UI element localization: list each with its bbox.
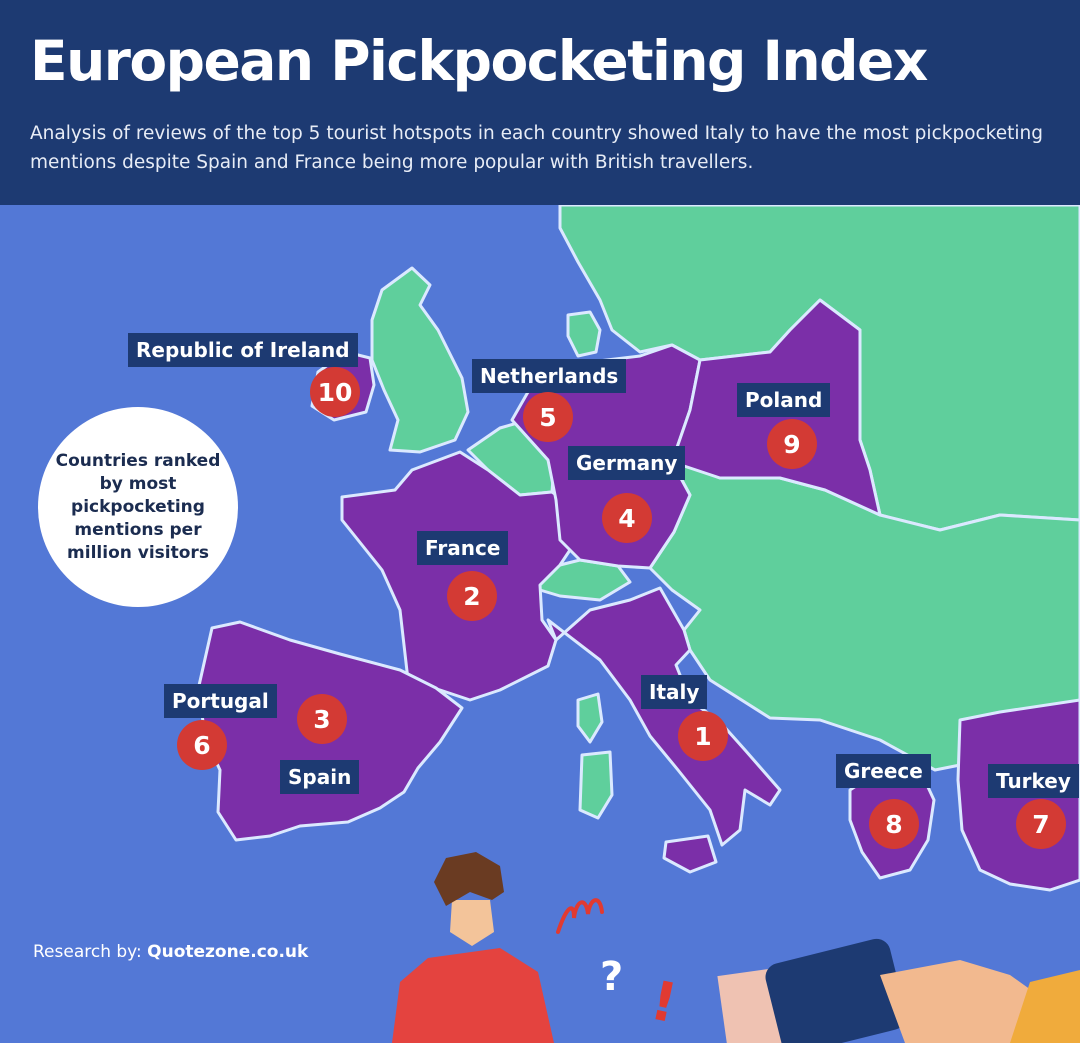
denmark-land (566, 310, 602, 358)
wallet-illustration (765, 938, 907, 1043)
ranking-note-text: Countries ranked by most pickpocketing m… (55, 450, 221, 563)
europe-map: ? ! (0, 205, 1080, 1043)
credit-source: Quotezone.co.uk (147, 942, 309, 962)
label-turkey: Turkey (988, 764, 1079, 798)
rank-badge-turkey: 7 (1016, 799, 1066, 849)
rank-badge-republic-of-ireland: 10 (310, 367, 360, 417)
rank-badge-greece: 8 (869, 799, 919, 849)
page-subtitle: Analysis of reviews of the top 5 tourist… (30, 123, 1043, 173)
label-poland: Poland (737, 383, 831, 417)
label-republic-of-ireland: Republic of Ireland (128, 333, 358, 367)
label-france: France (417, 531, 509, 565)
question-mark-doodle: ? (600, 954, 623, 1000)
label-germany: Germany (568, 446, 686, 480)
label-italy: Italy (641, 675, 708, 709)
illustration: ? ! (392, 852, 1080, 1043)
rank-badge-germany: 4 (602, 493, 652, 543)
ranking-note: Countries ranked by most pickpocketing m… (38, 407, 238, 607)
scribble-doodle (556, 898, 604, 934)
sicily-land (662, 834, 718, 874)
research-credit: Research by: Quotezone.co.uk (33, 942, 309, 962)
rank-badge-italy: 1 (678, 711, 728, 761)
rank-badge-france: 2 (447, 571, 497, 621)
rank-badge-portugal: 6 (177, 720, 227, 770)
person-illustration (392, 948, 554, 1043)
italy-land (546, 586, 782, 847)
label-spain: Spain (280, 760, 360, 794)
uk-land (370, 266, 470, 454)
sardinia-land (578, 750, 614, 820)
label-portugal: Portugal (164, 684, 277, 718)
label-greece: Greece (836, 754, 931, 788)
rank-badge-poland: 9 (767, 419, 817, 469)
rank-badge-netherlands: 5 (523, 392, 573, 442)
page-title: European Pickpocketing Index (30, 29, 928, 93)
rank-badge-spain: 3 (297, 694, 347, 744)
label-netherlands: Netherlands (472, 359, 627, 393)
corsica-land (576, 692, 604, 744)
header-banner: European Pickpocketing Index Analysis of… (0, 0, 1080, 205)
